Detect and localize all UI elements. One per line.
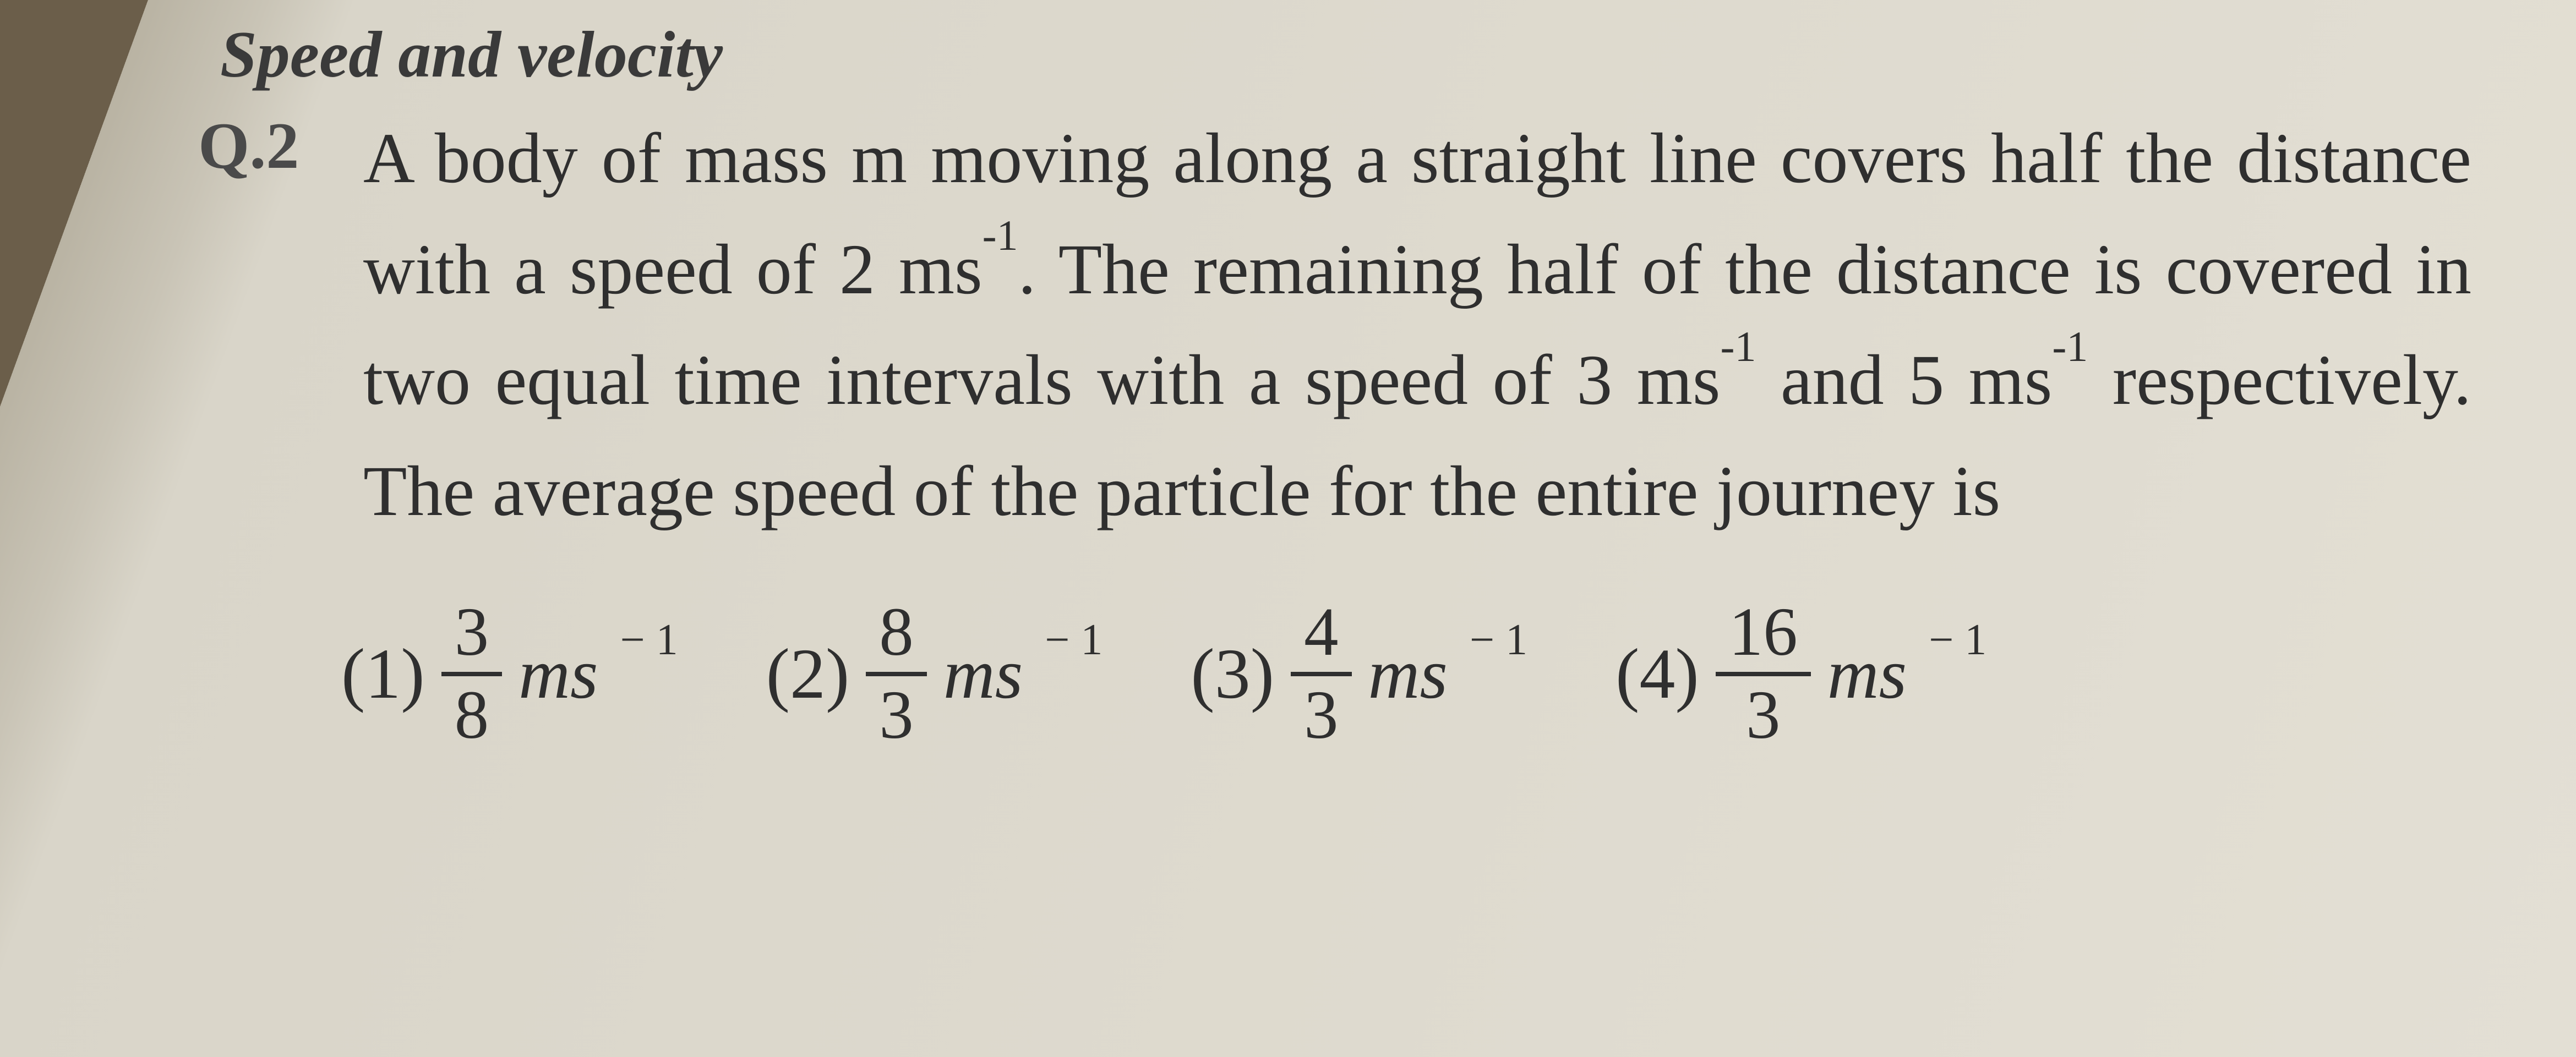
option-4-denominator: 3 <box>1733 676 1794 752</box>
qtext-part-2: and 5 ms <box>1756 341 2052 420</box>
option-4-fraction: 16 3 <box>1716 596 1811 752</box>
option-4-unit: ms <box>1827 633 1907 715</box>
question-text: A body of mass m moving along a straight… <box>363 103 2537 547</box>
option-3-number: (3) <box>1191 633 1274 715</box>
option-3-unit: ms <box>1368 633 1448 715</box>
option-1: (1) 3 8 ms − 1 <box>341 596 678 752</box>
option-2-number: (2) <box>766 633 850 715</box>
option-4-numerator: 16 <box>1716 596 1811 676</box>
option-2-numerator: 8 <box>866 596 927 676</box>
option-1-numerator: 3 <box>441 596 503 676</box>
option-4-number: (4) <box>1616 633 1699 715</box>
option-4-exp: − 1 <box>1929 615 1986 665</box>
question-row: Q.2 A body of mass m moving along a stra… <box>198 103 2537 547</box>
page: Speed and velocity Q.2 A body of mass m … <box>198 0 2537 752</box>
option-2-unit: ms <box>943 633 1023 715</box>
option-4: (4) 16 3 ms − 1 <box>1616 596 1986 752</box>
option-1-denominator: 8 <box>441 676 503 752</box>
question-number: Q.2 <box>198 103 363 184</box>
qtext-sup-2: -1 <box>2052 322 2088 370</box>
section-header: Speed and velocity <box>220 17 2537 92</box>
option-2-exp: − 1 <box>1045 615 1103 665</box>
option-1-exp: − 1 <box>620 615 678 665</box>
option-3-exp: − 1 <box>1470 615 1527 665</box>
option-3-denominator: 3 <box>1291 676 1352 752</box>
option-1-unit: ms <box>519 633 598 715</box>
option-1-fraction: 3 8 <box>441 596 503 752</box>
options-row: (1) 3 8 ms − 1 (2) 8 3 ms − 1 (3) 4 3 ms − … <box>341 596 2537 752</box>
option-2-denominator: 3 <box>866 676 927 752</box>
qtext-sup-1: -1 <box>1721 322 1756 370</box>
option-2: (2) 8 3 ms − 1 <box>766 596 1103 752</box>
qtext-sup-0: -1 <box>983 211 1018 259</box>
option-1-number: (1) <box>341 633 425 715</box>
option-3: (3) 4 3 ms − 1 <box>1191 596 1527 752</box>
option-3-numerator: 4 <box>1291 596 1352 676</box>
option-2-fraction: 8 3 <box>866 596 927 752</box>
option-3-fraction: 4 3 <box>1291 596 1352 752</box>
